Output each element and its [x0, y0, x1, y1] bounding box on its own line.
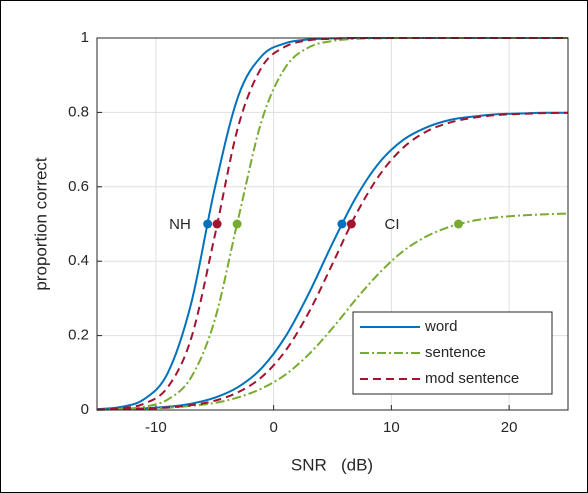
x-axis-label: SNR (dB) [291, 455, 373, 474]
legend-label: sentence [425, 344, 486, 361]
threshold-marker [453, 219, 463, 229]
x-tick-label: 10 [383, 419, 400, 436]
annotation: CI [385, 216, 400, 233]
x-tick-label: -10 [145, 419, 167, 436]
x-tick-label: 0 [269, 419, 277, 436]
y-tick-label: 0.4 [68, 252, 89, 269]
plot-frame [96, 37, 569, 411]
legend-label: word [424, 318, 458, 335]
threshold-marker [346, 219, 356, 229]
y-tick-label: 0.8 [68, 103, 89, 120]
threshold-marker [203, 219, 213, 229]
curve [96, 212, 569, 411]
threshold-marker [232, 219, 242, 229]
threshold-marker [337, 219, 347, 229]
curve [96, 111, 569, 411]
x-tick-label: 20 [501, 419, 518, 436]
legend-box [352, 311, 553, 395]
y-axis-label: proportion correct [31, 157, 50, 291]
annotation: NH [169, 216, 191, 233]
curve [96, 36, 568, 411]
y-tick-label: 0.2 [68, 327, 89, 344]
threshold-marker [212, 219, 222, 229]
y-tick-label: 1 [81, 29, 89, 46]
y-tick-label: 0 [81, 401, 89, 418]
legend: word sentence mod sentence [352, 311, 553, 395]
legend-label: mod sentence [425, 370, 519, 387]
y-tick-label: 0.6 [68, 178, 89, 195]
